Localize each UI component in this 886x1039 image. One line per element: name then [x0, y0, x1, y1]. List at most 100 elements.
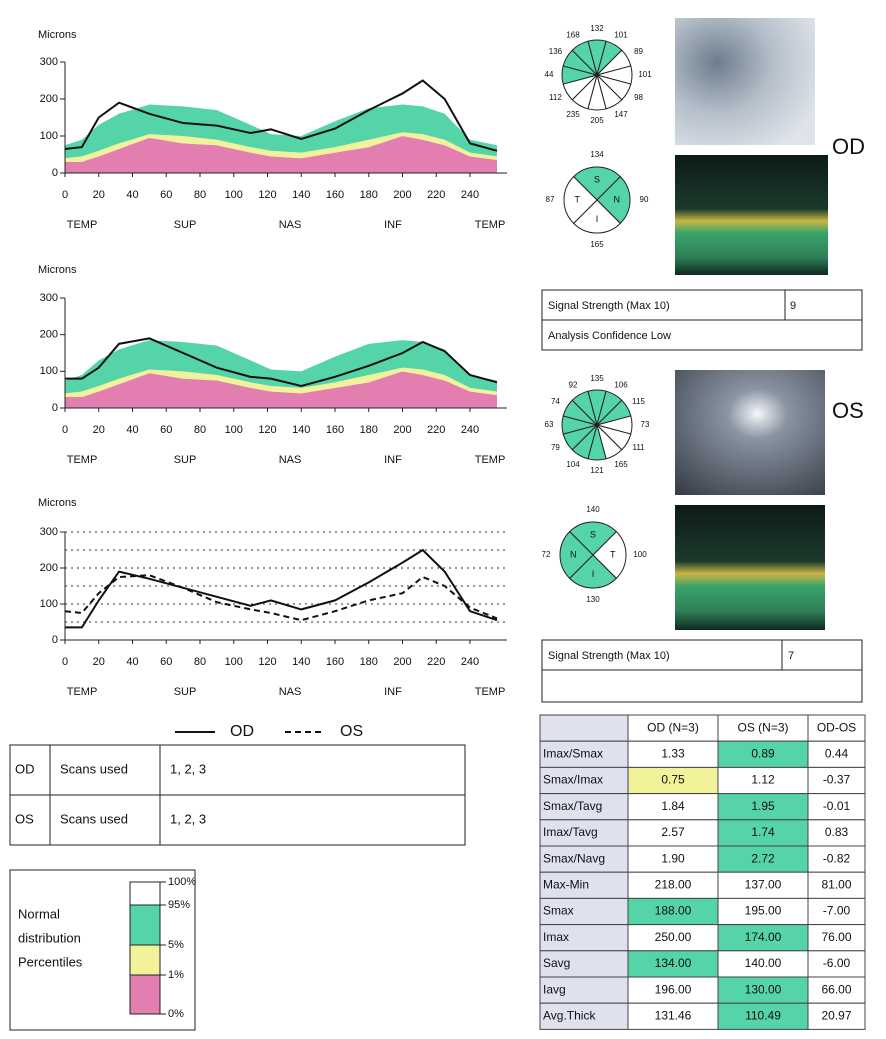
table-value: 195.00 [745, 904, 782, 918]
oct-image-od [675, 155, 828, 275]
x-tick-label: 40 [126, 656, 138, 668]
table-value: -0.01 [823, 799, 851, 813]
x-tick-label: 160 [326, 424, 344, 436]
x-tick-label: 140 [292, 189, 310, 201]
x-tick-label: 0 [62, 424, 68, 436]
table-row-label: Imax/Smax [543, 746, 603, 760]
x-tick-label: 100 [225, 424, 243, 436]
x-tick-label: 200 [393, 424, 411, 436]
clock-value: 165 [614, 460, 628, 469]
table-row-label: Savg [543, 956, 570, 970]
x-tick-label: 20 [93, 189, 105, 201]
clock-value: 92 [569, 380, 578, 389]
clock-value: 104 [566, 460, 580, 469]
x-tick-label: 140 [292, 424, 310, 436]
legend-title: Percentiles [18, 954, 83, 969]
x-tick-label: 160 [326, 656, 344, 668]
percentile-label: 5% [168, 939, 184, 951]
clock-value: 121 [590, 466, 604, 475]
x-tick-label: 220 [427, 189, 445, 201]
table-value: 0.44 [825, 746, 849, 760]
table-value: 1.90 [661, 851, 685, 865]
table-value: 66.00 [821, 982, 851, 996]
table-value: 0.83 [825, 825, 849, 839]
x-tick-label: 120 [258, 656, 276, 668]
y-tick-label: 300 [40, 292, 58, 304]
table-row-label: Avg.Thick [543, 1008, 596, 1022]
clock-value: 205 [590, 116, 604, 125]
table-value: 1.74 [751, 825, 775, 839]
fundus-image-od [675, 18, 815, 145]
table-value: -6.00 [823, 956, 851, 970]
x-tick-label: 80 [194, 189, 206, 201]
legend-title: Normal [18, 906, 60, 921]
table-value: 81.00 [821, 877, 851, 891]
clock-value: 106 [614, 380, 628, 389]
confidence-note: Analysis Confidence Low [548, 330, 671, 342]
y-tick-label: 200 [40, 329, 58, 341]
clock-value: 111 [632, 443, 645, 452]
quadrant-value: 130 [586, 595, 600, 604]
table-value: 0.89 [751, 746, 775, 760]
y-axis-label: Microns [38, 264, 77, 276]
table-value: 174.00 [745, 930, 782, 944]
x-tick-label: 60 [160, 189, 172, 201]
legend-title: distribution [18, 930, 81, 945]
x-tick-label: 200 [393, 656, 411, 668]
y-tick-label: 200 [40, 93, 58, 105]
quadrant-value: 140 [586, 505, 600, 514]
table-row-label: Imax/Tavg [543, 825, 598, 839]
table-value: 218.00 [655, 877, 692, 891]
percentile-swatch [130, 905, 160, 945]
x-tick-label: 20 [93, 656, 105, 668]
table-value: 1.12 [751, 773, 775, 787]
x-tick-label: 20 [93, 424, 105, 436]
region-label: NAS [279, 219, 302, 231]
quadrant-letter: I [592, 569, 595, 579]
scan-label: Scans used [60, 761, 128, 776]
y-tick-label: 0 [52, 634, 58, 646]
clock-value: 98 [634, 93, 643, 102]
x-tick-label: 240 [461, 189, 479, 201]
x-tick-label: 220 [427, 424, 445, 436]
table-value: 76.00 [821, 930, 851, 944]
region-label: TEMP [67, 454, 98, 466]
y-axis-label: Microns [38, 29, 77, 41]
region-label: TEMP [67, 686, 98, 698]
quadrant-value: 100 [633, 550, 647, 559]
x-tick-label: 180 [360, 656, 378, 668]
quadrant-letter: S [594, 175, 600, 185]
quadrant-value: 87 [546, 195, 555, 204]
quadrant-letter: S [590, 530, 596, 540]
signal-label: Signal Strength (Max 10) [548, 300, 670, 312]
percentile-label: 95% [168, 899, 190, 911]
table-value: 110.49 [745, 1008, 781, 1022]
y-tick-label: 100 [40, 130, 58, 142]
eye-label: OD [832, 134, 865, 159]
clock-value: 89 [634, 47, 643, 56]
x-tick-label: 140 [292, 656, 310, 668]
x-tick-label: 80 [194, 424, 206, 436]
region-label: TEMP [475, 454, 506, 466]
table-value: 2.57 [661, 825, 685, 839]
table-value: 134.00 [655, 956, 692, 970]
x-tick-label: 120 [258, 189, 276, 201]
clock-value: 235 [566, 110, 580, 119]
x-tick-label: 120 [258, 424, 276, 436]
x-tick-label: 40 [126, 424, 138, 436]
table-value: -7.00 [823, 904, 851, 918]
table-value: 1.84 [661, 799, 685, 813]
quadrant-value: 72 [542, 550, 551, 559]
percentile-swatch [130, 945, 160, 975]
table-value: 137.00 [745, 877, 782, 891]
region-label: INF [384, 219, 402, 231]
x-tick-label: 240 [461, 424, 479, 436]
table-row-label: Max-Min [543, 877, 589, 891]
scan-value: 1, 2, 3 [170, 761, 206, 776]
table-value: 196.00 [655, 982, 692, 996]
x-tick-label: 80 [194, 656, 206, 668]
x-tick-label: 40 [126, 189, 138, 201]
quadrant-letter: T [574, 194, 580, 204]
signal-label: Signal Strength (Max 10) [548, 650, 670, 662]
clock-value: 73 [641, 420, 650, 429]
